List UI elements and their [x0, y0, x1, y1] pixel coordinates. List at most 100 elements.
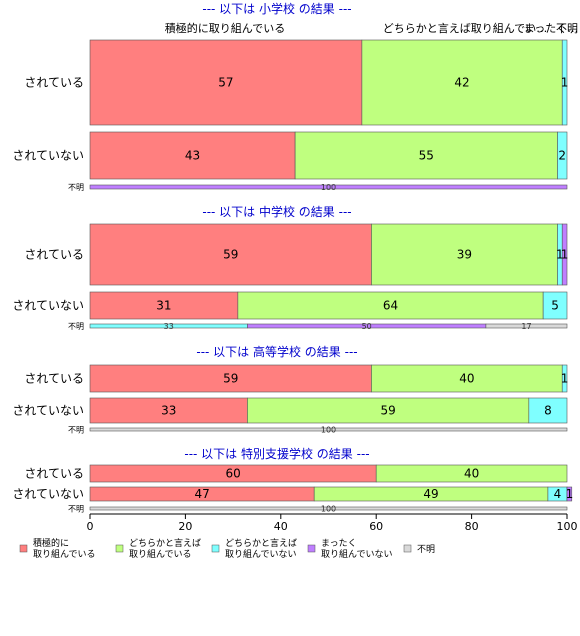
data-label: 1 [566, 487, 574, 501]
bar-segment [89, 131, 296, 180]
panel-3: --- 以下は 特別支援学校 の結果 --- されている 60 40 されていない 47 4… [12, 446, 573, 514]
data-label: 2 [558, 149, 566, 163]
panel-1: --- 以下は 中学校 の結果 --- されている 59 39 11 されていない 31 64… [12, 204, 568, 331]
data-label: 40 [464, 467, 479, 481]
legend-swatch [307, 544, 316, 553]
bar-segment [528, 397, 568, 424]
row-label: されていない [12, 149, 84, 163]
bar-segment [89, 184, 568, 190]
x-tick-label: 0 [87, 520, 94, 533]
bar-segment [89, 506, 568, 511]
x-tick-label: 100 [557, 520, 578, 533]
legend-swatch [19, 544, 28, 553]
bar-segment [557, 131, 568, 180]
panel-2: --- 以下は 高等学校 の結果 --- されている 59 40 1 されていない 33 59… [12, 344, 568, 435]
data-label: 49 [423, 487, 438, 501]
data-label: 1 [556, 248, 564, 262]
row-label: されていない [12, 487, 84, 501]
bar-segment [237, 291, 544, 320]
bar-segment [89, 39, 363, 126]
x-axis: 0 20 40 60 80 100 [87, 513, 578, 533]
x-tick-label: 60 [369, 520, 383, 533]
legend-label: どちらかと言えば取り組んでいる [129, 537, 201, 560]
row-label: 不明 [68, 505, 84, 514]
data-label: 100 [321, 505, 336, 514]
bar-segment [89, 223, 372, 286]
bar-segment [89, 397, 248, 424]
row-label: されている [24, 76, 84, 90]
data-label: 47 [194, 487, 209, 501]
row-label: されている [24, 248, 84, 262]
legend-swatch [403, 544, 412, 553]
data-label: 1 [561, 76, 569, 90]
panel-title: --- 以下は 小学校 の結果 --- [202, 1, 351, 16]
bar-segment [566, 486, 573, 502]
legend-label: 不明 [417, 544, 435, 555]
legend-item: どちらかと言えば取り組んでいる [115, 537, 201, 560]
bar-segment [375, 464, 568, 483]
x-tick-label: 80 [465, 520, 479, 533]
legend-swatch [211, 544, 220, 553]
bar-segment [294, 131, 558, 180]
data-label: 42 [454, 76, 469, 90]
legend-swatch [115, 544, 124, 553]
bar-segment [89, 291, 239, 320]
data-label: 64 [383, 299, 398, 313]
bar-segment [371, 364, 563, 393]
panel-0: --- 以下は 小学校 の結果 --- されている 57 42 1 されていない 43 55 2… [12, 1, 568, 192]
row-label: されている [24, 467, 84, 481]
data-label: 59 [380, 404, 395, 418]
panel-title: --- 以下は 特別支援学校 の結果 --- [184, 446, 369, 461]
row-label: 不明 [68, 322, 84, 331]
legend-item: まったく取り組んでいない [307, 538, 393, 560]
bar-segment [561, 364, 568, 393]
data-label: 55 [419, 149, 434, 163]
bar-segment [561, 39, 568, 126]
bar-segment [89, 364, 372, 393]
data-label: 39 [457, 248, 472, 262]
panel-title: --- 以下は 中学校 の結果 --- [202, 204, 351, 219]
data-label: 40 [459, 372, 474, 386]
data-label: 43 [185, 149, 200, 163]
data-label: 31 [156, 299, 171, 313]
legend-item: 積極的に取り組んでいる [19, 537, 96, 560]
legend-label: どちらかと言えば取り組んでいない [225, 537, 297, 560]
data-label: 1 [561, 372, 569, 386]
row-label: 不明 [68, 183, 84, 192]
data-label: 8 [544, 404, 552, 418]
legend-item: 不明 [403, 544, 435, 555]
row-label: 不明 [68, 426, 84, 435]
bars-layer: 積極的に取り組んでいる どちらかと言えば取り組んでい…まったく…不明--- 以下は… [12, 1, 578, 514]
row-label: されていない [12, 404, 84, 418]
row-label: されている [24, 372, 84, 386]
data-label: 60 [225, 467, 240, 481]
bar-segment [485, 323, 568, 329]
data-label: 33 [161, 404, 176, 418]
bar-segment [542, 291, 568, 320]
data-label: 59 [223, 248, 238, 262]
data-label: 5 [551, 299, 559, 313]
row-label: されていない [12, 299, 84, 313]
legend-item: どちらかと言えば取り組んでいない [211, 537, 297, 560]
data-label: 59 [223, 372, 238, 386]
legend-label: まったく取り組んでいない [321, 538, 393, 560]
data-label: 100 [321, 426, 336, 435]
legend: 積極的に取り組んでいる どちらかと言えば取り組んでいる どちらかと言えば取り組んでい… [19, 537, 435, 560]
x-tick-label: 20 [178, 520, 192, 533]
data-label: 100 [321, 183, 336, 192]
data-label: 33 [164, 322, 174, 331]
data-label: 1 [561, 248, 569, 262]
bar-segment [361, 39, 563, 126]
data-label: 17 [521, 322, 531, 331]
x-tick-label: 40 [274, 520, 288, 533]
bar-segment [561, 223, 568, 286]
top-category-label: まったく… [524, 22, 579, 35]
top-category-label: 積極的に取り組んでいる [165, 21, 285, 35]
top-category-label: どちらかと言えば取り組んでい… [383, 22, 547, 35]
data-label: 50 [362, 322, 372, 331]
panel-title: --- 以下は 高等学校 の結果 --- [196, 344, 357, 359]
top-category-label: 不明 [556, 22, 578, 35]
bar-segment [89, 427, 568, 432]
data-label: 57 [218, 76, 233, 90]
